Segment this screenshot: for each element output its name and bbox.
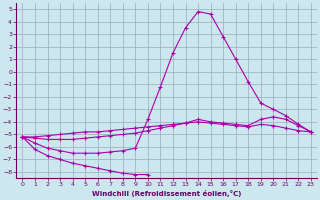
X-axis label: Windchill (Refroidissement éolien,°C): Windchill (Refroidissement éolien,°C) [92, 190, 241, 197]
